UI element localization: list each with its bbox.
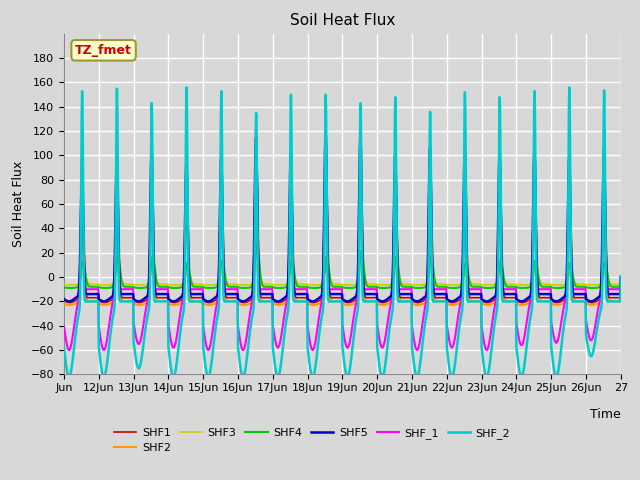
SHF2	[435, 299, 443, 304]
SHF1	[283, 294, 291, 300]
SHF4	[60, 285, 68, 290]
SHF_2	[357, 158, 365, 164]
SHF_1	[283, 300, 291, 305]
SHF1	[66, 300, 74, 305]
SHF5	[435, 291, 443, 297]
SHF3	[406, 281, 414, 287]
SHF5	[252, 134, 260, 140]
SHF_2	[60, 344, 68, 350]
SHF1	[406, 295, 414, 300]
SHF_2	[435, 299, 443, 304]
SHF4	[67, 285, 74, 291]
Text: Time: Time	[590, 408, 621, 421]
SHF_1	[406, 287, 414, 292]
SHF2	[253, 177, 260, 183]
Line: SHF_2: SHF_2	[64, 87, 621, 377]
SHF_2	[182, 84, 190, 90]
SHF4	[357, 248, 365, 254]
SHF2	[317, 299, 325, 304]
SHF4	[253, 241, 261, 247]
SHF3	[253, 262, 261, 268]
SHF4	[317, 284, 325, 289]
SHF_2	[283, 314, 291, 320]
Line: SHF5: SHF5	[64, 137, 621, 301]
SHF2	[283, 298, 291, 303]
SHF4	[435, 284, 443, 289]
Line: SHF4: SHF4	[64, 244, 621, 288]
SHF_1	[317, 302, 325, 308]
Line: SHF1: SHF1	[64, 140, 621, 302]
Line: SHF2: SHF2	[64, 180, 621, 305]
SHF_1	[435, 287, 443, 292]
SHF1	[317, 295, 325, 301]
SHF2	[170, 302, 178, 308]
SHF3	[317, 281, 325, 287]
SHF5	[406, 291, 414, 297]
SHF3	[60, 282, 68, 288]
SHF3	[357, 264, 365, 270]
SHF_1	[322, 127, 330, 132]
SHF3	[75, 280, 83, 286]
SHF_1	[65, 347, 73, 353]
SHF2	[60, 300, 68, 306]
SHF3	[435, 281, 443, 287]
SHF2	[357, 191, 365, 197]
SHF2	[74, 298, 82, 303]
SHF1	[617, 274, 625, 280]
Legend: SHF1, SHF2, SHF3, SHF4, SHF5, SHF_1, SHF_2: SHF1, SHF2, SHF3, SHF4, SHF5, SHF_1, SHF…	[114, 428, 510, 453]
SHF_1	[357, 168, 365, 173]
SHF3	[283, 281, 291, 287]
Title: Soil Heat Flux: Soil Heat Flux	[290, 13, 395, 28]
SHF4	[75, 283, 83, 288]
SHF5	[283, 292, 291, 298]
SHF_1	[60, 323, 68, 329]
SHF_2	[65, 374, 73, 380]
Y-axis label: Soil Heat Flux: Soil Heat Flux	[12, 161, 25, 247]
SHF3	[617, 274, 625, 280]
SHF5	[357, 168, 365, 174]
SHF_2	[317, 316, 325, 322]
Line: SHF3: SHF3	[64, 265, 621, 285]
SHF_1	[617, 274, 625, 280]
SHF4	[406, 284, 414, 289]
SHF_2	[617, 274, 625, 280]
SHF_2	[75, 312, 83, 318]
SHF4	[617, 274, 625, 280]
SHF2	[406, 299, 414, 304]
SHF5	[317, 293, 325, 299]
SHF5	[60, 296, 68, 302]
SHF1	[252, 137, 260, 143]
SHF1	[435, 295, 443, 300]
SHF_1	[75, 296, 83, 302]
SHF2	[617, 274, 625, 280]
SHF1	[357, 172, 365, 178]
SHF5	[617, 274, 625, 280]
SHF1	[75, 291, 83, 297]
SHF4	[283, 283, 291, 289]
SHF5	[75, 291, 83, 297]
SHF5	[65, 299, 73, 304]
SHF_2	[406, 299, 414, 304]
SHF1	[60, 298, 68, 303]
Line: SHF_1: SHF_1	[64, 130, 621, 350]
SHF3	[67, 282, 75, 288]
Text: TZ_fmet: TZ_fmet	[75, 44, 132, 57]
